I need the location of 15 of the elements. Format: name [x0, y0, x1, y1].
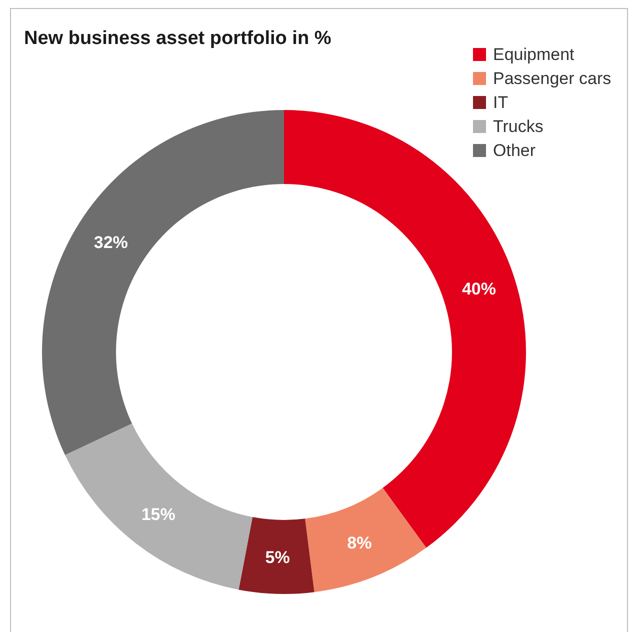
- legend-label: Trucks: [493, 117, 544, 136]
- donut-slice: [42, 110, 284, 456]
- data-label: 8%: [347, 534, 372, 553]
- legend-label: IT: [493, 93, 508, 112]
- data-label: 15%: [141, 504, 176, 524]
- legend-label: Passenger cars: [493, 69, 612, 88]
- data-label: 5%: [265, 548, 290, 567]
- donut-slice: [65, 424, 253, 590]
- legend-label: Equipment: [493, 45, 575, 64]
- donut-slice: [238, 517, 314, 594]
- legend-label: Other: [493, 141, 536, 160]
- data-label: 40%: [462, 280, 496, 299]
- data-label: 32%: [94, 233, 128, 252]
- chart-title: New business asset portfolio in %: [24, 28, 332, 49]
- donut-slice: [305, 488, 426, 592]
